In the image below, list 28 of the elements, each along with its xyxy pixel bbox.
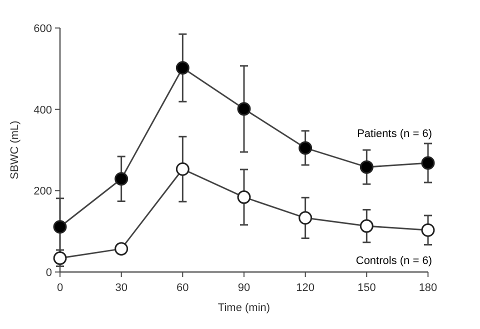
- x-tick-label: 0: [56, 282, 64, 294]
- point: [237, 190, 251, 204]
- y-tick-label: 200: [34, 186, 52, 198]
- x-tick-label: 90: [238, 282, 250, 294]
- point: [53, 220, 67, 234]
- point: [360, 219, 374, 233]
- y-tick-label: 0: [46, 267, 52, 279]
- point: [298, 141, 312, 155]
- point: [176, 61, 190, 75]
- series-label: Controls (n = 6): [356, 255, 432, 268]
- point: [298, 211, 312, 225]
- x-tick-label: 30: [115, 282, 128, 294]
- x-tick-label: 60: [176, 282, 189, 294]
- point: [421, 223, 435, 237]
- y-tick-label: 400: [34, 104, 52, 116]
- point: [360, 160, 374, 174]
- series-label: Patients (n = 6): [357, 128, 432, 140]
- point: [114, 172, 128, 186]
- point: [176, 162, 190, 176]
- x-axis-title: Time (min): [218, 302, 270, 314]
- x-tick-label: 150: [357, 282, 376, 294]
- y-tick-label: 600: [34, 23, 52, 35]
- x-tick-label: 120: [296, 282, 315, 294]
- point: [421, 156, 435, 170]
- x-tick-label: 180: [418, 282, 438, 294]
- point: [53, 251, 67, 265]
- y-axis-title: SBWC (mL): [9, 120, 21, 180]
- point: [237, 102, 251, 116]
